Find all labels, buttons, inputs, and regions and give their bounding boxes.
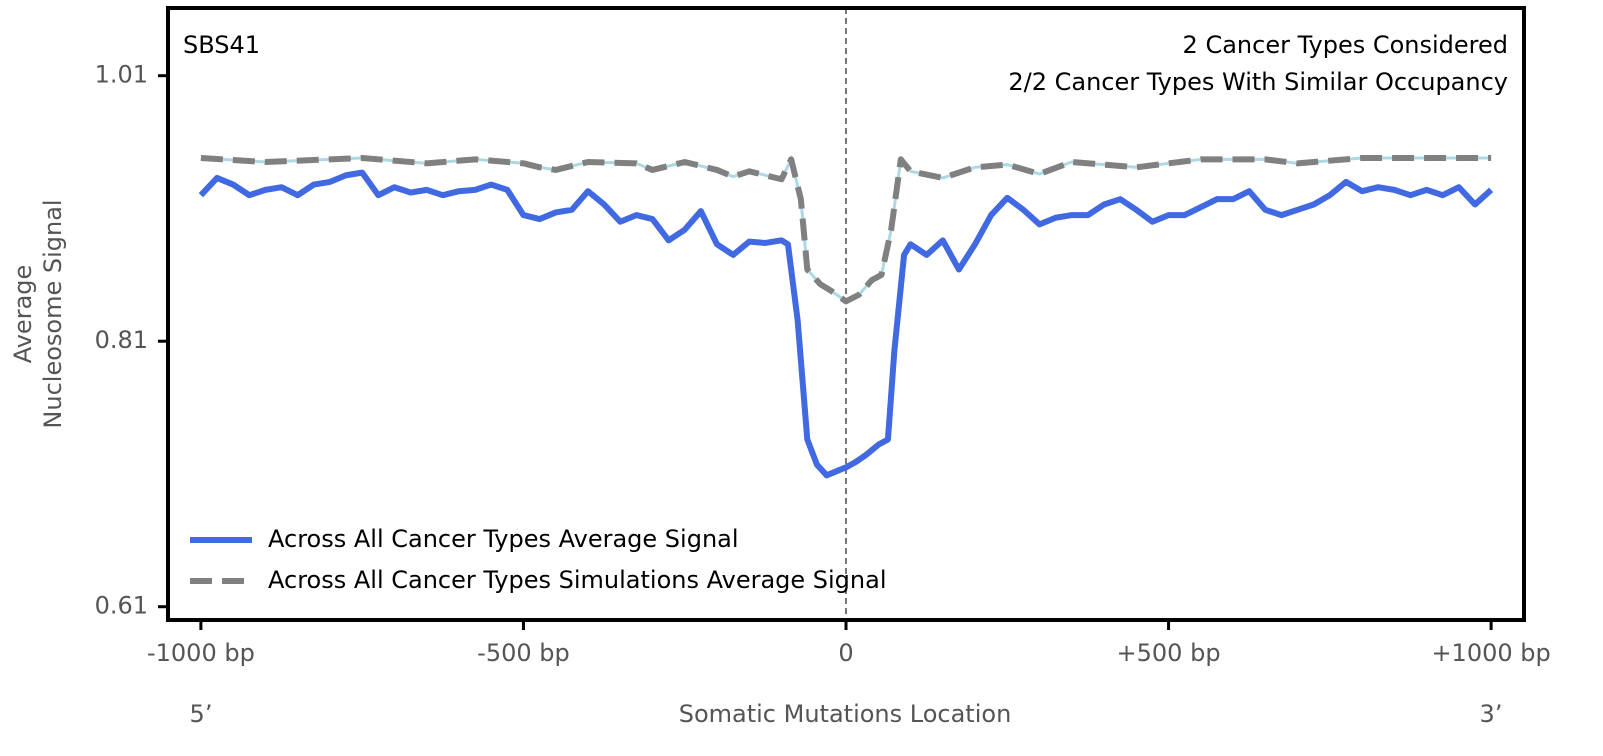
line <box>200 155 1492 305</box>
x-tick-label: +1000 bp <box>1431 639 1550 667</box>
line <box>198 169 1494 479</box>
plot-frame <box>166 6 1526 622</box>
chart-title: SBS41 <box>183 31 260 59</box>
annotation: 2/2 Cancer Types With Similar Occupancy <box>1008 68 1508 96</box>
x-end-label: 3’ <box>1480 700 1503 728</box>
legend-label: Across All Cancer Types Average Signal <box>268 525 739 553</box>
x-tick-label: +500 bp <box>1117 639 1221 667</box>
x-tick-label: -500 bp <box>477 639 570 667</box>
y-tick-label: 0.81 <box>95 326 148 354</box>
y-tick-label: 0.61 <box>95 592 148 620</box>
y-axis-label: Average <box>9 265 37 364</box>
x-end-label: 5’ <box>190 700 213 728</box>
y-tick-label: 1.01 <box>95 61 148 89</box>
x-axis-label: Somatic Mutations Location <box>679 700 1012 728</box>
legend-label: Across All Cancer Types Simulations Aver… <box>268 566 887 594</box>
y-axis-label: Nucleosome Signal <box>39 199 67 428</box>
x-tick-label: 0 <box>838 639 853 667</box>
x-tick-label: -1000 bp <box>147 639 255 667</box>
annotation: 2 Cancer Types Considered <box>1183 31 1508 59</box>
